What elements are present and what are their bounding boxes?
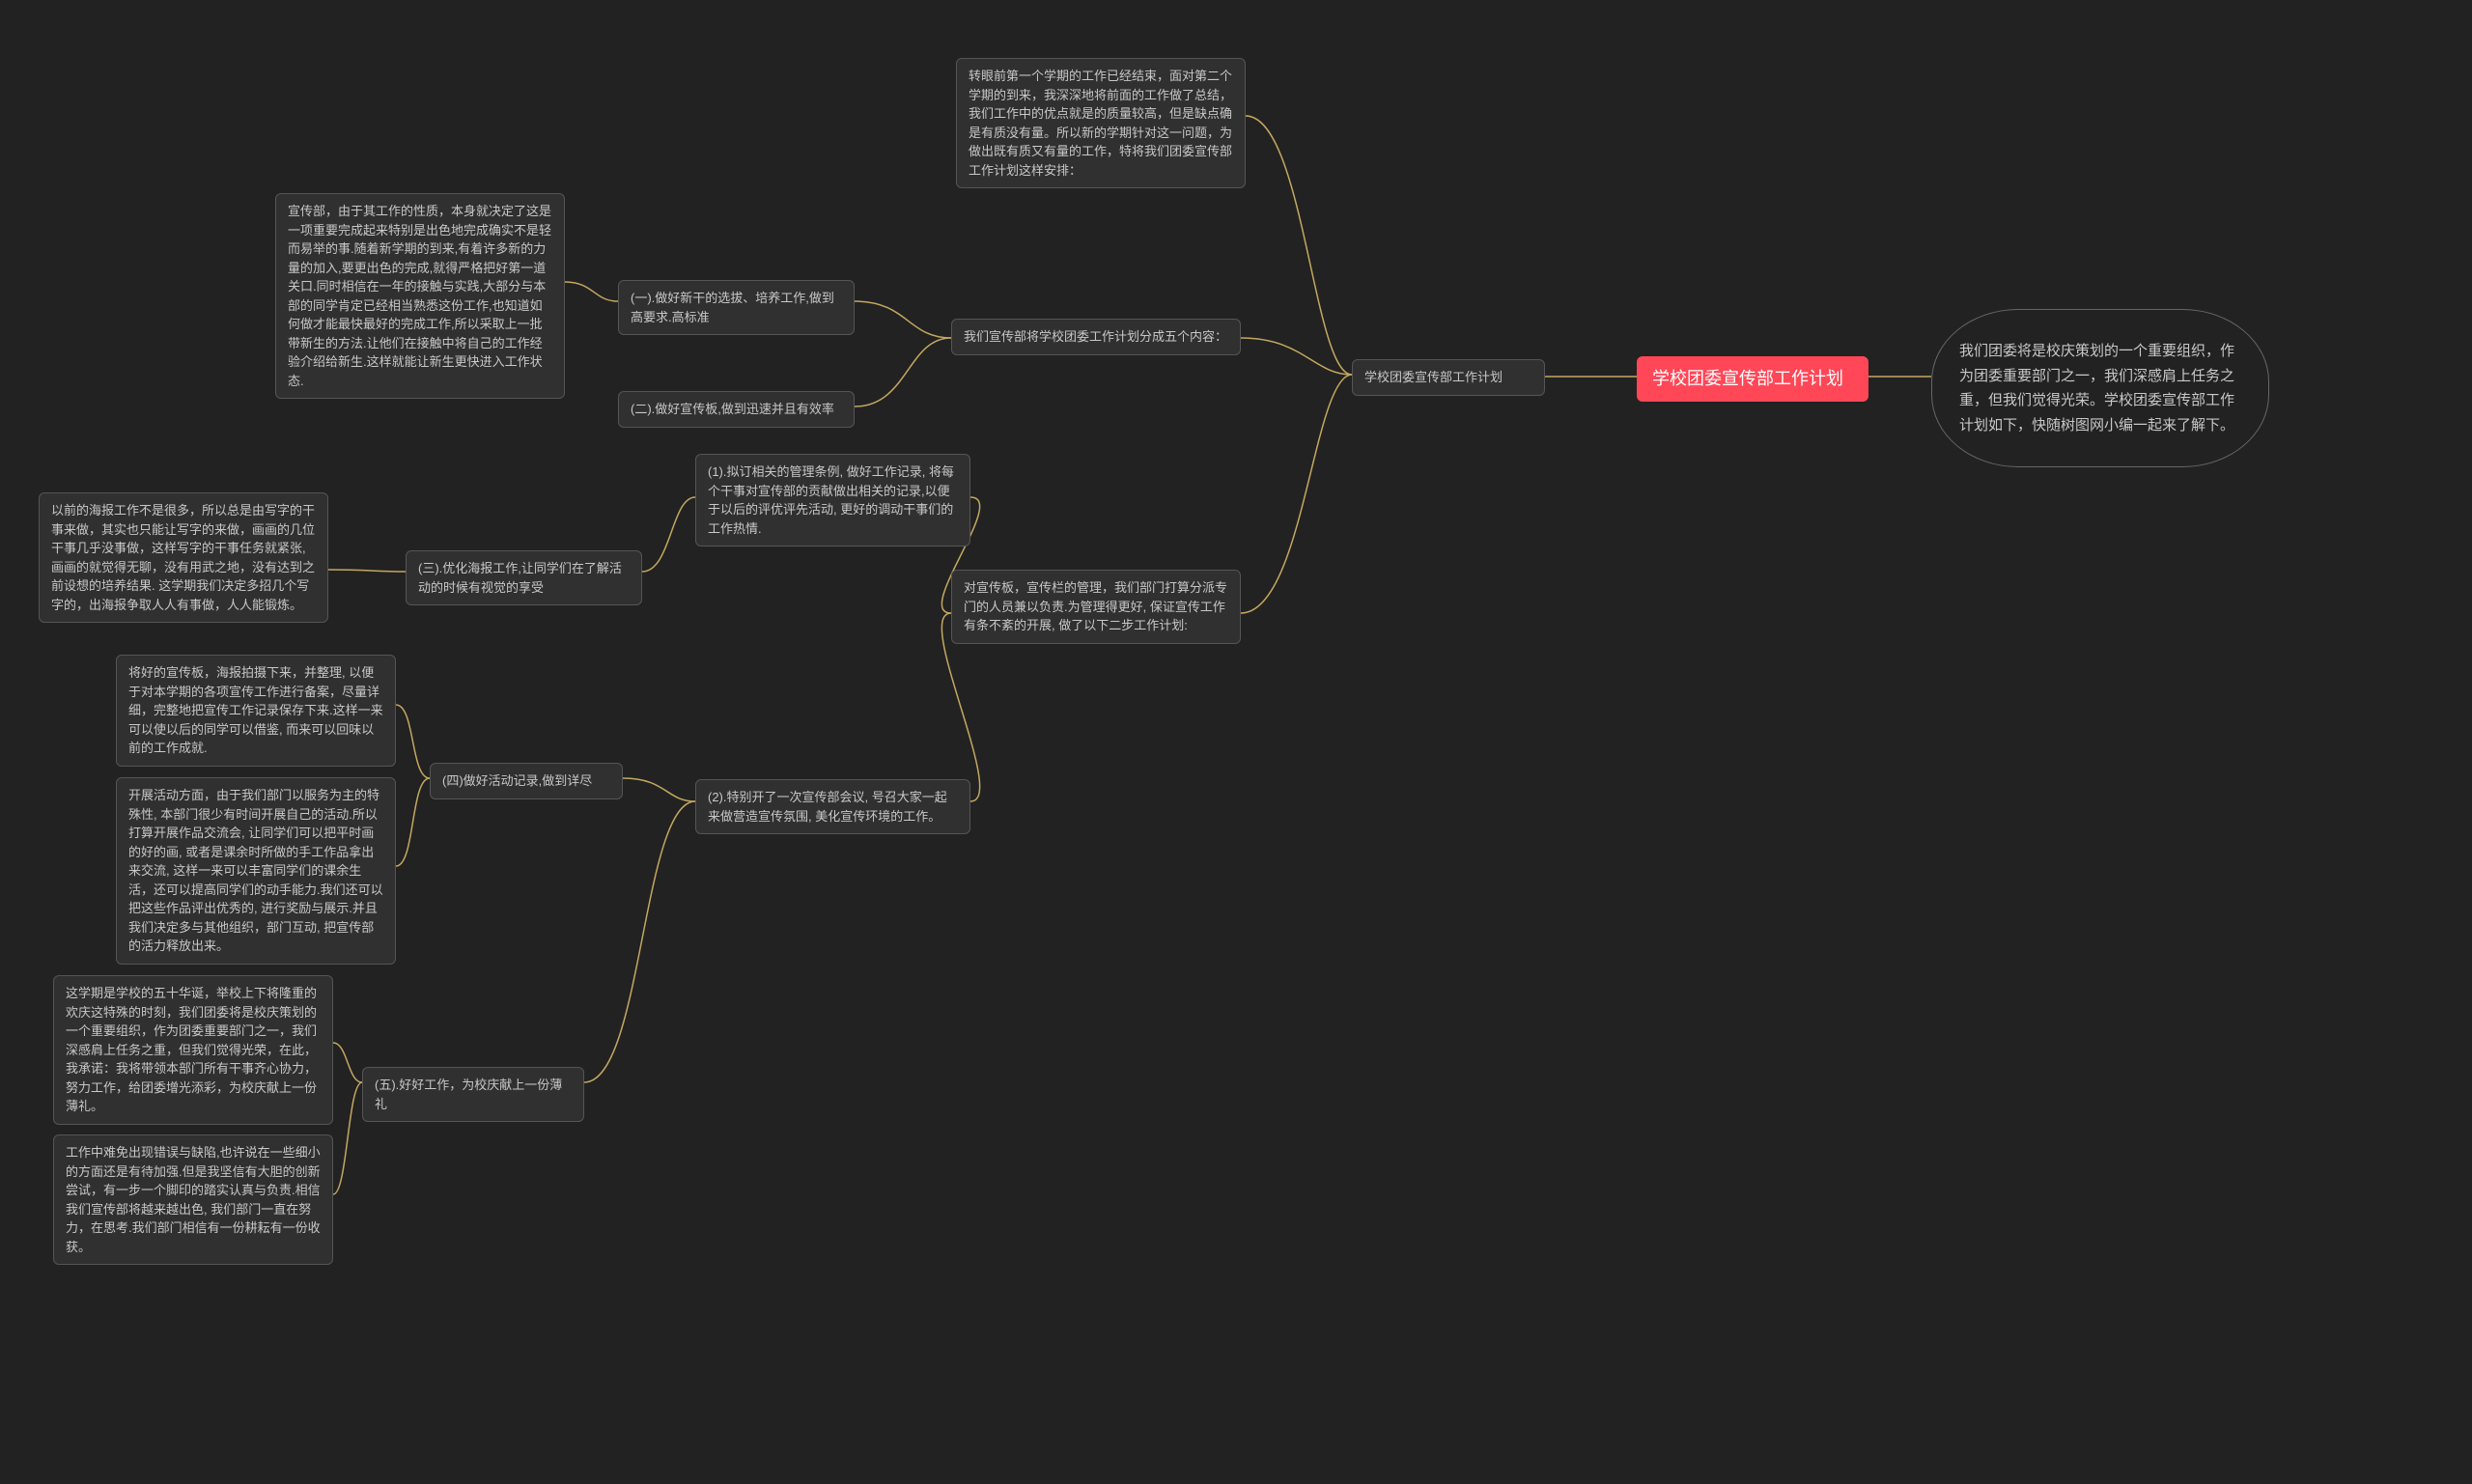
five-content-node[interactable]: 我们宣传部将学校团委工作计划分成五个内容： xyxy=(951,319,1241,355)
center-node[interactable]: 学校团委宣传部工作计划 xyxy=(1352,359,1545,396)
item-2-node[interactable]: (二).做好宣传板,做到迅速并且有效率 xyxy=(618,391,855,428)
bulletin-node: 对宣传板，宣传栏的管理，我们部门打算分派专门的人员兼以负责.为管理得更好, 保证… xyxy=(951,570,1241,644)
sub-1-node: (1).拟订相关的管理条例, 做好工作记录, 将每个干事对宣传部的贡献做出相关的… xyxy=(695,454,970,546)
detail-5a-node: 这学期是学校的五十华诞，举校上下将隆重的欢庆这特殊的时刻，我们团委将是校庆策划的… xyxy=(53,975,333,1125)
intro-node: 我们团委将是校庆策划的一个重要组织，作为团委重要部门之一，我们深感肩上任务之重，… xyxy=(1931,309,2269,467)
detail-5b-node: 工作中难免出现错误与缺陷,也许说在一些细小的方面还是有待加强.但是我坚信有大胆的… xyxy=(53,1134,333,1265)
item-5-node[interactable]: (五).好好工作，为校庆献上一份薄礼 xyxy=(362,1067,584,1122)
detail-4a-node: 将好的宣传板，海报拍摄下来，并整理, 以便于对本学期的各项宣传工作进行备案，尽量… xyxy=(116,655,396,767)
detail-3-node: 以前的海报工作不是很多，所以总是由写字的干事来做，其实也只能让写字的来做，画画的… xyxy=(39,492,328,623)
item-3-node[interactable]: (三).优化海报工作,让同学们在了解活动的时候有视觉的享受 xyxy=(406,550,642,605)
root-node[interactable]: 学校团委宣传部工作计划 xyxy=(1637,356,1868,402)
item-4-node[interactable]: (四)做好活动记录,做到详尽 xyxy=(430,763,623,799)
sub-2-node: (2).特别开了一次宣传部会议, 号召大家一起来做营造宣传氛围, 美化宣传环境的… xyxy=(695,779,970,834)
item-1-node[interactable]: (一).做好新干的选拔、培养工作,做到高要求.高标准 xyxy=(618,280,855,335)
detail-4b-node: 开展活动方面，由于我们部门以服务为主的特殊性, 本部门很少有时间开展自己的活动.… xyxy=(116,777,396,965)
top-summary-node: 转眼前第一个学期的工作已经结束，面对第二个学期的到来，我深深地将前面的工作做了总… xyxy=(956,58,1246,188)
detail-1-node: 宣传部，由于其工作的性质，本身就决定了这是一项重要完成起来特别是出色地完成确实不… xyxy=(275,193,565,399)
